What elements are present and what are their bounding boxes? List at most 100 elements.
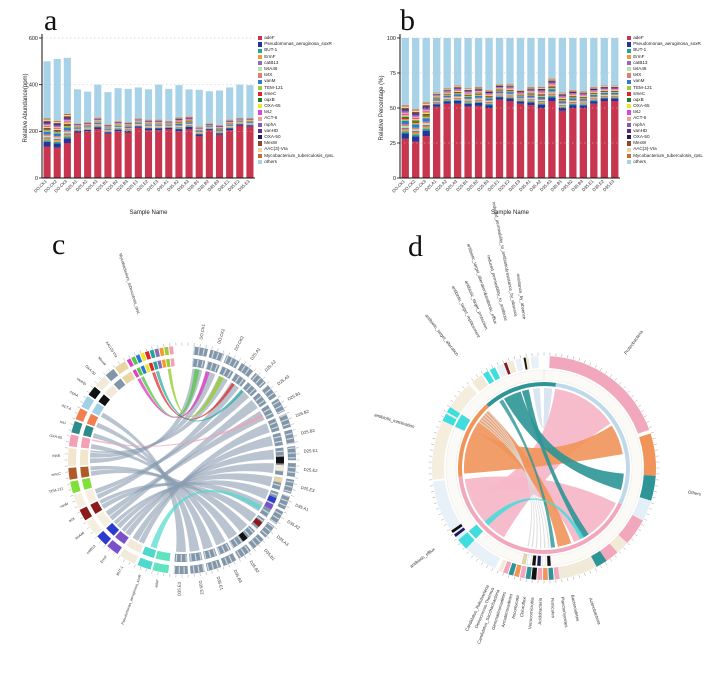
bar-segment-tetA46 bbox=[63, 131, 71, 134]
outer-tick bbox=[430, 443, 434, 445]
outer-ring-arc bbox=[557, 556, 597, 579]
chord bbox=[125, 449, 274, 536]
outer-tick bbox=[641, 410, 645, 412]
legend-b: adeF Pseudomonas_aeruginosa_soxR BUT-1 ErmF… bbox=[627, 35, 703, 165]
bar-segment-OXA-50 bbox=[590, 89, 598, 90]
bar-segment-tetA46 bbox=[433, 101, 441, 102]
bar-segment-BUT-1 bbox=[73, 130, 82, 132]
bar-segment-tetA46 bbox=[548, 92, 556, 94]
bar-segment-mphA bbox=[453, 88, 462, 90]
bar-segment-Mycobacterium_tuberculosis_rpsL bbox=[537, 87, 546, 88]
legend-item-label: tetA46 bbox=[264, 65, 278, 71]
bar-segment-Mycobacterium_tuberculosis_rpsL bbox=[474, 87, 483, 88]
bar-segment-smeC bbox=[453, 92, 462, 94]
outer-ring-arc bbox=[507, 360, 517, 374]
bar-segment-BUT-1 bbox=[485, 103, 493, 106]
legend-item-label: mphA bbox=[633, 121, 646, 127]
outer-tick bbox=[90, 531, 94, 535]
bar-segment-smeC bbox=[412, 121, 420, 123]
ring-arc bbox=[95, 376, 110, 391]
bar-segment-vanM bbox=[94, 122, 102, 124]
bar-segment-MexW bbox=[590, 88, 598, 90]
bar-segment-catB13 bbox=[495, 94, 504, 96]
bar-segment-adeF bbox=[516, 103, 525, 178]
bar-segment-catB13 bbox=[144, 126, 153, 128]
outer-tick bbox=[638, 529, 641, 532]
category-label: Firmicutes bbox=[550, 598, 556, 619]
outer-tick bbox=[128, 355, 131, 359]
bar-segment-tetA46 bbox=[590, 97, 598, 99]
ring-arc bbox=[278, 413, 292, 430]
bar-segment-others bbox=[401, 38, 409, 106]
outer-ring-arc bbox=[543, 567, 548, 580]
outer-ring-arc bbox=[549, 356, 650, 434]
outer-tick bbox=[447, 404, 450, 407]
bar-segment-ErmF bbox=[63, 134, 71, 137]
bar-segment-tetA46 bbox=[495, 93, 504, 95]
bar-segment-vanM bbox=[422, 118, 430, 122]
inner-ring-arc bbox=[544, 382, 556, 387]
bar-segment-mphA bbox=[611, 88, 619, 89]
sample-label: D35.B1 bbox=[263, 548, 277, 562]
bar-segment-others bbox=[114, 88, 122, 121]
bar-segment-mphA bbox=[590, 90, 598, 91]
legend-item: vanM bbox=[627, 79, 703, 84]
bar-segment-MexW bbox=[422, 105, 430, 107]
outer-tick bbox=[249, 364, 252, 368]
outer-tick bbox=[480, 562, 483, 565]
y-tick-label: 0 bbox=[393, 176, 396, 182]
sample-label: DO.CK1 bbox=[198, 323, 206, 340]
bar-segment-TEM-121 bbox=[590, 94, 598, 95]
outer-tick bbox=[70, 423, 74, 425]
bar-segment-vanM bbox=[611, 92, 619, 95]
sample-label: D25.E2 bbox=[303, 467, 318, 473]
gene-label: AAC(3)-VIa bbox=[105, 341, 118, 359]
bar-segment-catB13 bbox=[155, 126, 163, 128]
outer-tick bbox=[578, 358, 580, 362]
bar-segment-adeF bbox=[195, 136, 203, 178]
ring-arc bbox=[159, 347, 165, 357]
bar-segment-ACT-6 bbox=[453, 89, 462, 91]
outer-tick bbox=[117, 555, 120, 559]
bar-segment-OXA-65 bbox=[600, 90, 608, 91]
bar-segment-smeC bbox=[590, 93, 598, 95]
bar-segment-mphA bbox=[527, 90, 535, 92]
outer-tick bbox=[646, 513, 650, 516]
legend-item-label: tetA46 bbox=[633, 65, 647, 71]
bar-segment-OXA-50 bbox=[43, 121, 51, 123]
legend-item-label: vanHD bbox=[264, 127, 279, 133]
legend-item-label: vanHD bbox=[633, 127, 648, 133]
outer-tick bbox=[77, 511, 81, 514]
bar-segment-tetJ bbox=[495, 88, 504, 89]
bar-segment-ErmF bbox=[611, 96, 619, 98]
outer-tick bbox=[139, 566, 142, 570]
outer-tick bbox=[572, 356, 575, 360]
legend-item-label: MexW bbox=[264, 140, 278, 146]
bar-segment-adeF bbox=[548, 101, 556, 178]
bar-segment-tetX bbox=[226, 125, 234, 127]
bar-segment-adeF bbox=[236, 125, 244, 178]
bar-segment-TEM-121 bbox=[63, 126, 71, 128]
outer-tick bbox=[239, 559, 241, 562]
bar-segment-OXA-65 bbox=[53, 128, 61, 130]
bar-segment-tetX bbox=[548, 91, 556, 93]
outer-tick bbox=[634, 399, 638, 403]
bar-segment-ErmF bbox=[464, 101, 472, 103]
outer-tick bbox=[609, 374, 613, 378]
bar-segment-tetA46 bbox=[537, 100, 546, 102]
bar-segment-Mycobacterium_tuberculosis_rpsL bbox=[185, 116, 193, 117]
legend-swatch bbox=[627, 122, 632, 128]
panel-a-letter: a bbox=[44, 4, 58, 37]
legend-item: ACT-6 bbox=[627, 116, 703, 121]
bar-segment-MexW bbox=[495, 85, 504, 87]
ring-arc bbox=[71, 421, 83, 435]
ring-arc bbox=[98, 394, 110, 407]
legend-swatch bbox=[627, 60, 632, 66]
bar-segment-mphA bbox=[443, 91, 451, 92]
outer-tick bbox=[103, 372, 106, 376]
bar-segment-ACT-6 bbox=[422, 109, 430, 112]
outer-tick bbox=[74, 412, 78, 414]
ring-arc bbox=[229, 534, 244, 549]
bar-segment-BUT-1 bbox=[464, 102, 472, 104]
